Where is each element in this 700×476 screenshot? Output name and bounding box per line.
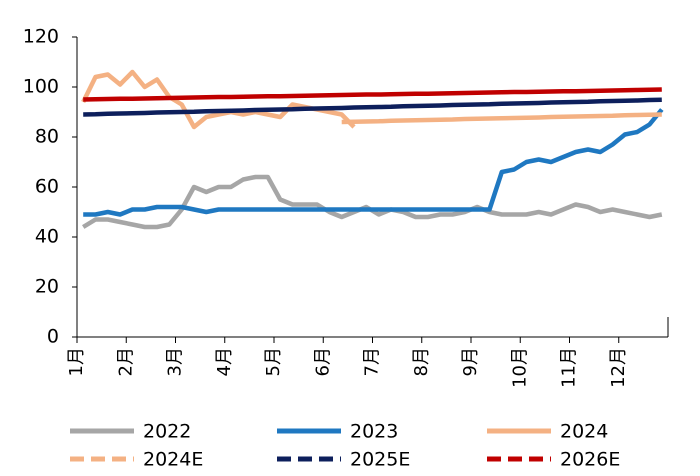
x-tick-label: 7月	[362, 347, 383, 376]
x-tick-label: 9月	[460, 347, 481, 376]
y-tick-label: 100	[23, 76, 59, 98]
x-tick-label: 4月	[214, 347, 235, 376]
x-tick-label: 1月	[66, 347, 87, 376]
y-tick-label: 0	[47, 326, 59, 348]
series-line	[83, 97, 662, 117]
x-tick-label: 8月	[411, 347, 432, 376]
y-tick-label: 80	[35, 126, 59, 148]
x-tick-label: 12月	[608, 347, 629, 388]
x-tick-label: 6月	[312, 347, 333, 376]
x-tick-label: 2月	[115, 347, 136, 376]
y-tick-label: 60	[35, 176, 59, 198]
legend-label: 2023	[350, 421, 398, 443]
series-line	[83, 108, 664, 217]
legend-label: 2025E	[350, 449, 410, 471]
x-tick-label: 3月	[165, 347, 186, 376]
legend-label: 2026E	[560, 449, 620, 471]
y-tick-label: 120	[23, 26, 59, 48]
series-line	[82, 174, 663, 230]
x-tick-label: 5月	[263, 347, 284, 376]
legend-label: 2022	[143, 421, 191, 443]
legend-label: 2024E	[143, 449, 203, 471]
x-tick-label: 11月	[559, 347, 580, 388]
x-tick-label: 10月	[509, 347, 530, 388]
series-line	[341, 112, 662, 125]
y-tick-label: 20	[35, 276, 59, 298]
series-line	[83, 87, 662, 102]
legend-label: 2024	[560, 421, 608, 443]
y-tick-label: 40	[35, 226, 59, 248]
